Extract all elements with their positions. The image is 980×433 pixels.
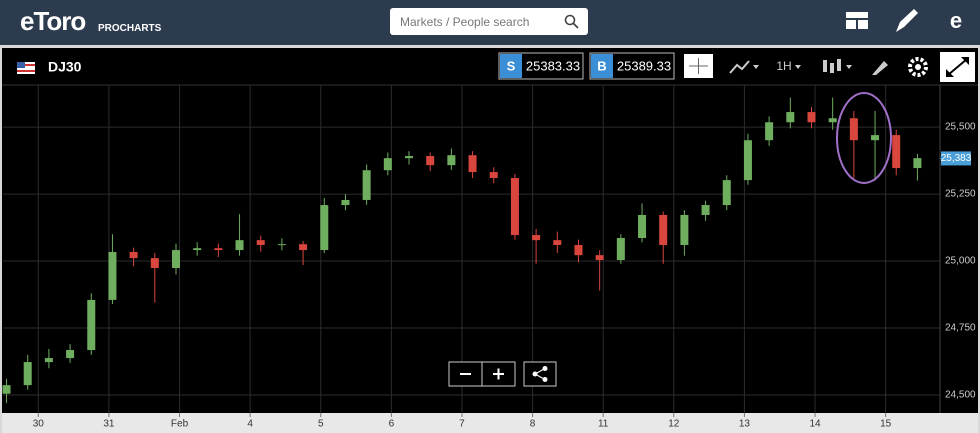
candle-body [680,214,689,245]
candle-body [214,248,223,251]
last-price-tag [941,151,971,166]
candle-body [595,255,604,260]
candle-body [299,244,308,251]
last-price-label: 25,383 [941,153,972,164]
x-tick-label: 11 [598,419,609,430]
y-tick-label: 25,500 [945,122,976,133]
chart-type-button[interactable] [729,60,759,74]
candle-button[interactable] [823,59,852,73]
svg-text:e: e [950,8,962,33]
interval-caret [795,65,801,69]
profile-icon[interactable]: e [950,8,962,33]
candle-body [426,156,435,166]
candle-body [447,155,456,166]
candle-body [2,385,11,394]
candle-body [659,214,668,245]
sell-tag [500,54,522,78]
instrument[interactable]: DJ30 [48,59,82,75]
x-tick-label: 15 [880,419,892,430]
y-tick-label: 25,250 [945,189,976,200]
candle-body [44,358,53,363]
chart: DJ30 S 25383.33 B 25389.33 1H 24,500 24,7… [0,45,980,433]
x-tick-label: 5 [318,419,324,430]
x-tick-label: 30 [33,419,45,430]
settings-button[interactable] [908,57,928,77]
x-tick-label: 31 [103,419,115,430]
search-placeholder: Markets / People search [400,15,530,29]
candle-body [892,135,901,169]
edit-icon[interactable] [896,9,918,32]
candle-body [66,350,75,359]
sell-label: S [507,58,516,73]
flag [17,62,35,74]
sell-price: 25383.33 [526,58,580,73]
candle-body [129,251,138,259]
candle-body [807,112,816,123]
candle-body [701,205,710,215]
candle-body [489,172,498,178]
highlight-ellipse [836,92,892,184]
candle-body [510,177,519,236]
zoom-in[interactable] [493,368,504,380]
draw-button[interactable] [872,61,888,75]
candle-body [277,244,286,246]
candle-body [553,240,562,245]
candle-body [171,250,180,269]
logo-sub: PROCHARTS [98,23,162,34]
candle-body [235,240,244,251]
candle-body [849,118,858,141]
x-tick-label: 12 [668,419,680,430]
candle-body [786,112,795,123]
candle-body [108,251,117,300]
x-tick-label: Feb [171,419,189,430]
candle-body [362,170,371,200]
candle-body [468,155,477,173]
search-icon [564,14,579,29]
candle-body [405,156,414,159]
top-bar: eToro PROCHARTS Markets / People search … [0,0,980,45]
candle-body [87,299,96,351]
interval[interactable]: 1H [776,59,791,73]
y-tick-label: 24,500 [945,390,976,401]
y-tick-label: 25,000 [945,256,976,267]
candle-body [828,118,837,123]
crosshair-button[interactable] [684,54,713,78]
candle-body [765,122,774,141]
candle-body [616,238,625,260]
expand-button[interactable] [940,52,975,82]
candle-body [574,244,583,256]
x-tick-label: 4 [247,419,253,430]
candle-body [871,135,880,141]
candle-body [23,362,32,386]
candle-body [532,235,541,241]
candle-body [743,140,752,181]
zoom-controls [448,361,557,387]
candle-body [638,214,647,239]
x-tick-label: 6 [389,419,395,430]
buy-label: B [597,58,606,73]
buy-tag [591,54,613,78]
x-tick-label: 8 [530,419,536,430]
layout-icon[interactable] [846,12,868,29]
plot: 24,500 24,750 25,000 25,250 25,500 30 31 Feb 4 5 6… [2,85,978,433]
x-tick-label: 13 [739,419,751,430]
logo[interactable]: eToro [20,6,86,36]
y-tick-label: 24,750 [945,323,976,334]
x-tick-label: 14 [809,419,821,430]
share-button[interactable] [523,361,557,387]
candle-body [913,158,922,169]
x-axis-bg [2,413,978,433]
x-tick-label: 7 [459,419,465,430]
candle-body [193,248,202,251]
candle-body [341,199,350,206]
top-icons: e [846,8,962,33]
search-box[interactable]: Markets / People search [390,8,588,35]
candle-body [320,205,329,251]
candle-body [722,180,731,206]
candle-body [383,158,392,171]
candle-body [256,240,265,245]
candle-body [150,258,159,269]
buy-price: 25389.33 [617,58,671,73]
